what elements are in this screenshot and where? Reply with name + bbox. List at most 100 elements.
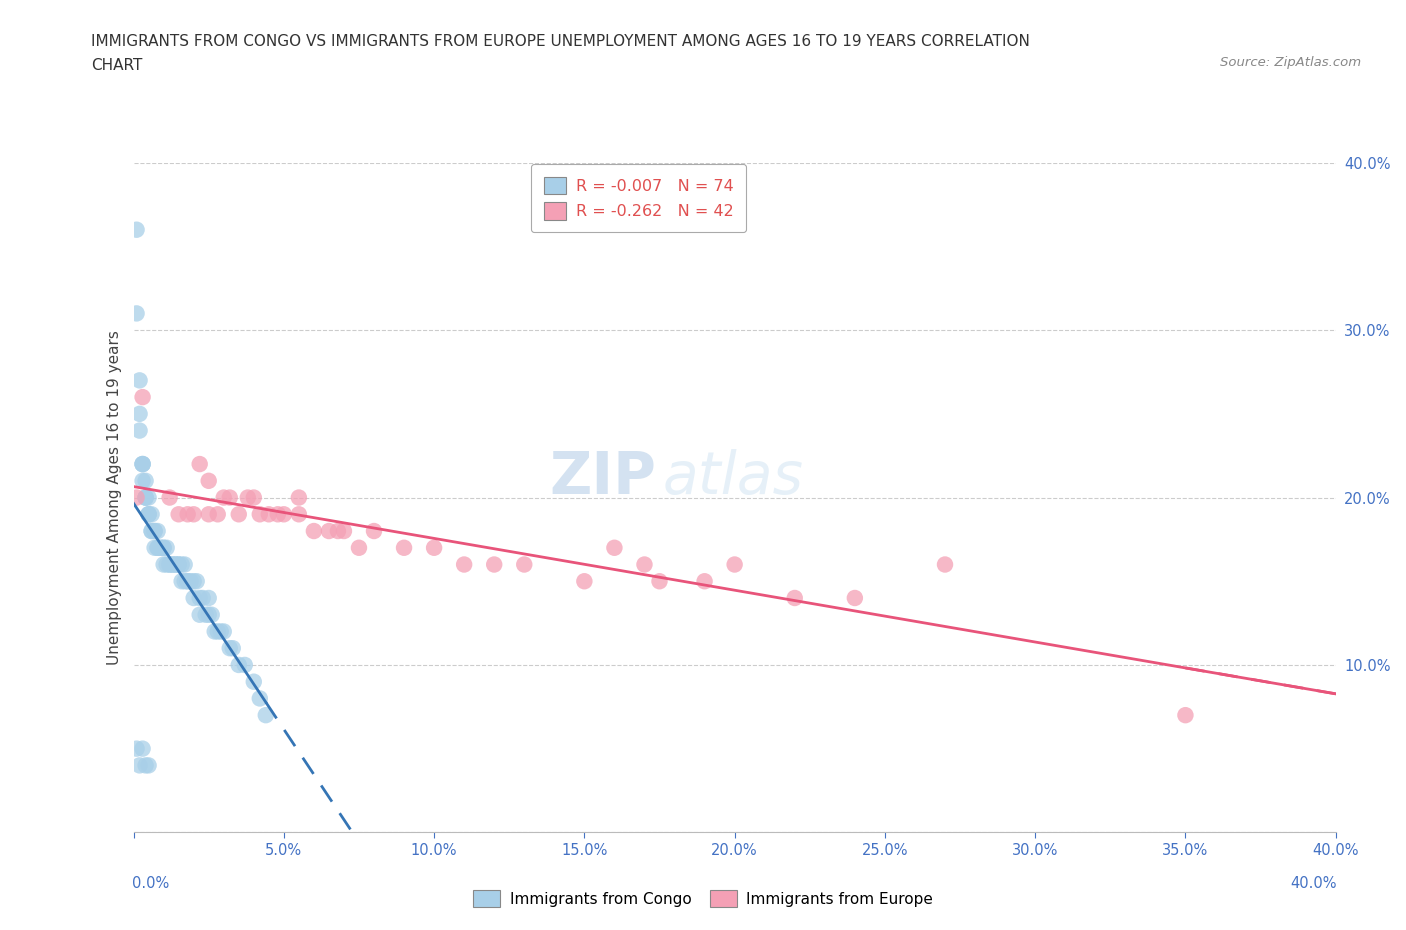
Text: IMMIGRANTS FROM CONGO VS IMMIGRANTS FROM EUROPE UNEMPLOYMENT AMONG AGES 16 TO 19: IMMIGRANTS FROM CONGO VS IMMIGRANTS FROM… — [91, 34, 1031, 49]
Point — [243, 490, 266, 505]
Point — [173, 557, 195, 572]
Point — [180, 574, 202, 589]
Point — [207, 624, 229, 639]
Point — [159, 490, 181, 505]
Point — [318, 524, 340, 538]
Point — [138, 507, 160, 522]
Point — [183, 574, 205, 589]
Point — [183, 507, 205, 522]
Point — [138, 490, 160, 505]
Legend: R = -0.007   N = 74, R = -0.262   N = 42: R = -0.007 N = 74, R = -0.262 N = 42 — [531, 164, 747, 232]
Point — [201, 607, 224, 622]
Point — [176, 507, 198, 522]
Point — [143, 540, 166, 555]
Point — [188, 591, 211, 605]
Point — [143, 524, 166, 538]
Point — [152, 540, 174, 555]
Point — [167, 557, 190, 572]
Point — [149, 540, 172, 555]
Point — [128, 423, 150, 438]
Point — [574, 574, 596, 589]
Point — [138, 507, 160, 522]
Point — [197, 607, 219, 622]
Point — [204, 624, 226, 639]
Point — [170, 574, 193, 589]
Point — [165, 557, 187, 572]
Text: Source: ZipAtlas.com: Source: ZipAtlas.com — [1220, 56, 1361, 69]
Point — [152, 557, 174, 572]
Point — [173, 574, 195, 589]
Point — [183, 591, 205, 605]
Text: 40.0%: 40.0% — [1291, 876, 1337, 891]
Point — [363, 524, 385, 538]
Point — [128, 373, 150, 388]
Point — [267, 507, 290, 522]
Point — [125, 306, 148, 321]
Point — [143, 524, 166, 538]
Point — [135, 490, 157, 505]
Point — [125, 222, 148, 237]
Point — [1174, 708, 1197, 723]
Point — [212, 624, 235, 639]
Point — [212, 490, 235, 505]
Point — [159, 557, 181, 572]
Point — [484, 557, 506, 572]
Point — [141, 524, 163, 538]
Point — [135, 490, 157, 505]
Point — [693, 574, 716, 589]
Point — [138, 507, 160, 522]
Point — [162, 557, 184, 572]
Point — [128, 406, 150, 421]
Point — [648, 574, 671, 589]
Point — [146, 524, 169, 538]
Legend: Immigrants from Congo, Immigrants from Europe: Immigrants from Congo, Immigrants from E… — [467, 884, 939, 913]
Point — [197, 507, 219, 522]
Point — [392, 540, 415, 555]
Point — [167, 507, 190, 522]
Point — [207, 507, 229, 522]
Point — [783, 591, 806, 605]
Point — [236, 490, 259, 505]
Point — [135, 758, 157, 773]
Point — [191, 591, 214, 605]
Point — [146, 540, 169, 555]
Point — [131, 457, 153, 472]
Text: 0.0%: 0.0% — [132, 876, 170, 891]
Text: atlas: atlas — [662, 449, 803, 506]
Point — [135, 490, 157, 505]
Point — [138, 758, 160, 773]
Point — [170, 557, 193, 572]
Point — [453, 557, 475, 572]
Point — [347, 540, 370, 555]
Point — [131, 473, 153, 488]
Point — [194, 607, 217, 622]
Point — [218, 641, 240, 656]
Point — [423, 540, 446, 555]
Point — [288, 507, 311, 522]
Point — [186, 574, 208, 589]
Text: CHART: CHART — [91, 58, 143, 73]
Point — [326, 524, 349, 538]
Point — [302, 524, 325, 538]
Point — [197, 473, 219, 488]
Point — [146, 540, 169, 555]
Point — [165, 557, 187, 572]
Point — [209, 624, 232, 639]
Point — [125, 741, 148, 756]
Point — [197, 591, 219, 605]
Point — [131, 390, 153, 405]
Point — [218, 490, 240, 505]
Point — [131, 457, 153, 472]
Point — [141, 507, 163, 522]
Point — [131, 741, 153, 756]
Point — [156, 540, 179, 555]
Point — [135, 473, 157, 488]
Point — [249, 507, 271, 522]
Point — [254, 708, 277, 723]
Point — [513, 557, 536, 572]
Point — [934, 557, 956, 572]
Point — [125, 490, 148, 505]
Point — [162, 557, 184, 572]
Point — [156, 557, 179, 572]
Point — [233, 658, 256, 672]
